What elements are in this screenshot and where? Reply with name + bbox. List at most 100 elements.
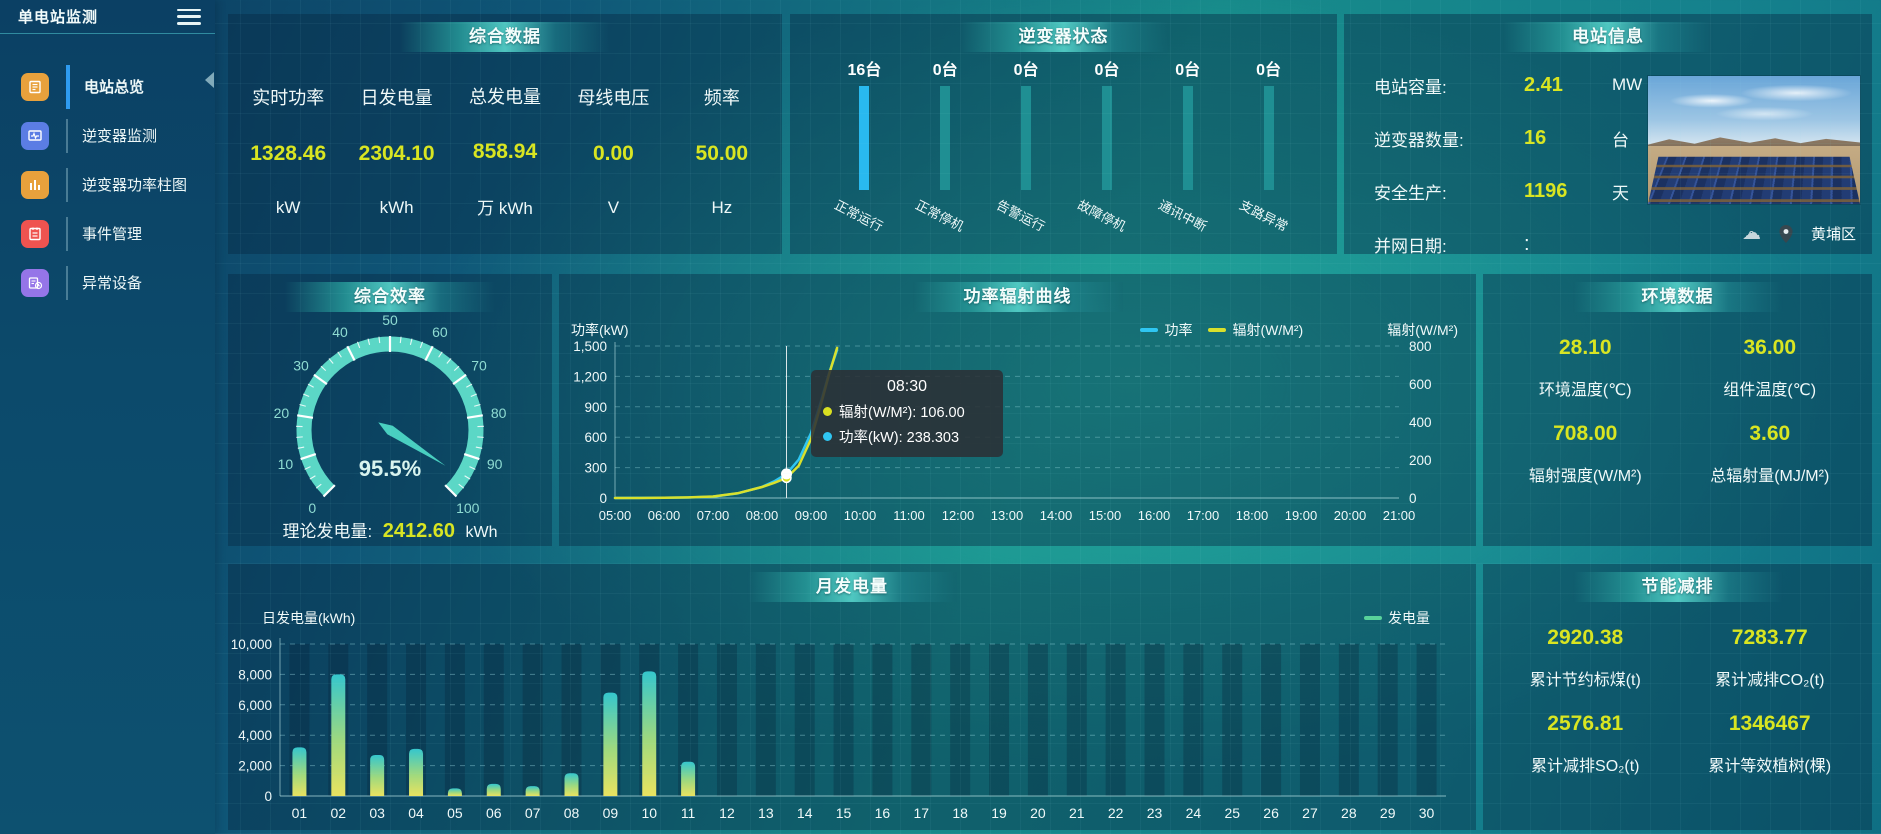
metric-value: 858.94 <box>472 139 538 163</box>
legend-item-辐射(W/M²)[interactable]: 辐射(W/M²) <box>1208 320 1303 340</box>
station-info-row: 逆变器数量: 16 台 <box>1374 125 1694 151</box>
menu-toggle-icon[interactable] <box>177 8 201 26</box>
sidebar: 单电站监测 电站总览 逆变器监测 逆变器功率柱图 事件管理 异常设备 <box>0 0 215 834</box>
cell-value: 2576.81 <box>1547 712 1624 735</box>
inverter-count: 0台 <box>932 62 958 79</box>
curve-header: 功率(kW) 功率 辐射(W/M²) 辐射(W/M²) <box>559 312 1476 338</box>
inverter-count: 0台 <box>1013 62 1039 79</box>
efficiency-gauge: 0 10 20 30 40 50 60 70 80 90 100 95.5% <box>274 312 507 516</box>
overview-doc-icon <box>21 72 49 101</box>
station-row-unit: MW <box>1612 75 1643 94</box>
svg-text:95.5%: 95.5% <box>359 456 421 481</box>
cell-value: 2920.38 <box>1547 626 1624 649</box>
summary-metrics: 实时功率 1328.46 kW 日发电量 2304.10 kWh 总发电量 858.94 万 k… <box>228 52 782 250</box>
location-name: 黄埔区 <box>1810 226 1856 243</box>
power-radiation-chart[interactable]: 0 300 600 900 1,200 1,500 0 200 400 600 800 05:00 06… <box>559 338 1456 538</box>
power-bars-icon <box>21 170 49 199</box>
panel-inverter-title: 逆变器状态 <box>958 22 1169 52</box>
svg-text:05:00: 05:00 <box>599 508 632 523</box>
svg-text:17: 17 <box>914 805 930 821</box>
theory-unit: kWh <box>465 524 498 541</box>
svg-text:09: 09 <box>603 805 619 821</box>
station-info-row: 电站容量: 2.41 MW <box>1374 72 1694 98</box>
tooltip-row: 辐射(W/M²): 106.00 <box>823 401 991 422</box>
panel-efficiency-title: 综合效率 <box>285 282 495 312</box>
station-row-unit: 台 <box>1612 130 1629 150</box>
legend-label: 辐射(W/M²) <box>1232 322 1304 338</box>
svg-text:60: 60 <box>432 324 448 340</box>
panel-summary-title: 综合数据 <box>400 22 610 52</box>
svg-text:90: 90 <box>487 456 503 472</box>
inverter-bar <box>1101 86 1112 190</box>
metric-总发电量: 总发电量 858.94 万 kWh <box>451 52 559 250</box>
cell-label: 累计节约标煤(t) <box>1529 672 1641 689</box>
collapse-sidebar-arrow[interactable] <box>205 72 214 88</box>
inverter-status-告警运行: 0台 告警运行 <box>986 56 1067 248</box>
svg-text:20:00: 20:00 <box>1334 508 1367 523</box>
tooltip-series-dot <box>823 407 832 416</box>
inverter-bar <box>940 86 951 190</box>
svg-text:10,000: 10,000 <box>231 637 272 652</box>
sidebar-item-事件管理[interactable]: 事件管理 <box>0 209 215 258</box>
station-row-value: : <box>1524 232 1530 255</box>
inverter-bar <box>1263 86 1274 190</box>
legend-item-功率[interactable]: 功率 <box>1140 320 1192 340</box>
svg-text:4,000: 4,000 <box>238 728 272 743</box>
generation-legend-dash <box>1364 616 1382 620</box>
sidebar-item-异常设备[interactable]: 异常设备 <box>0 258 215 307</box>
metric-value: 2304.10 <box>358 142 435 165</box>
metric-label: 日发电量 <box>360 88 433 108</box>
sidebar-item-逆变器功率柱图[interactable]: 逆变器功率柱图 <box>0 160 215 209</box>
data-cell-组件温度(℃): 36.00 组件温度(℃) <box>1678 336 1863 400</box>
station-row-label: 并网日期: <box>1374 236 1447 256</box>
active-indicator <box>66 265 68 300</box>
svg-text:300: 300 <box>584 461 607 476</box>
cell-value: 36.00 <box>1743 336 1797 359</box>
svg-text:13:00: 13:00 <box>991 508 1024 523</box>
legend-item-generation[interactable]: 发电量 <box>1364 608 1430 628</box>
panel-energy-saving: 节能减排 2920.38 累计节约标煤(t) 7283.77 累计减排CO₂(t) 25… <box>1483 564 1872 830</box>
svg-text:03: 03 <box>369 805 385 821</box>
sidebar-item-label: 异常设备 <box>82 275 143 292</box>
location-pin-icon[interactable] <box>1779 224 1793 243</box>
svg-text:16:00: 16:00 <box>1138 508 1171 523</box>
tooltip-text: 辐射(W/M²): 106.00 <box>839 405 965 421</box>
metric-unit: 万 kWh <box>477 199 533 219</box>
inverter-count: 16台 <box>847 62 882 79</box>
inverter-bar <box>1021 86 1032 190</box>
svg-text:0: 0 <box>264 789 272 804</box>
inverter-count: 0台 <box>1256 62 1281 79</box>
tooltip-series-dot <box>823 432 832 441</box>
legend-dash <box>1140 328 1159 332</box>
svg-text:50: 50 <box>382 312 398 328</box>
environment-cells: 28.10 环境温度(℃) 36.00 组件温度(℃) 708.00 辐射强度(W/M²)… <box>1483 312 1872 502</box>
panel-environment-title: 环境数据 <box>1572 282 1783 312</box>
weather-cloud-icon[interactable]: ☁ <box>1742 224 1761 243</box>
svg-text:15:00: 15:00 <box>1089 508 1122 523</box>
station-row-value: 1196 <box>1524 179 1568 202</box>
inverter-status-支路异常: 0台 支路异常 <box>1228 56 1309 248</box>
photo-sky <box>1648 80 1860 132</box>
svg-text:0: 0 <box>599 491 607 506</box>
metric-unit: kW <box>275 198 301 217</box>
svg-text:10:00: 10:00 <box>844 508 877 523</box>
metric-label: 总发电量 <box>469 86 542 107</box>
station-row-label: 安全生产: <box>1374 183 1447 203</box>
metric-母线电压: 母线电压 0.00 V <box>559 52 667 250</box>
active-indicator <box>66 118 68 153</box>
inverter-monitor-icon <box>21 121 49 150</box>
inverter-status-label: 正常停机 <box>913 197 967 235</box>
cell-value: 28.10 <box>1558 336 1612 359</box>
svg-text:25: 25 <box>1224 805 1240 821</box>
svg-text:400: 400 <box>1409 415 1432 430</box>
chart-tooltip: 08:30 辐射(W/M²): 106.00 功率(kW): 238.303 <box>811 370 1003 457</box>
active-indicator <box>66 167 68 202</box>
left-axis-title: 功率(kW) <box>571 322 629 338</box>
panel-monthly-title: 月发电量 <box>747 572 957 602</box>
cell-label: 组件温度(℃) <box>1723 382 1817 399</box>
sidebar-item-电站总览[interactable]: 电站总览 <box>0 62 215 111</box>
monthly-bar-chart[interactable]: 0 2,000 4,000 6,000 8,000 10,000 01 02 03 04 05 06 0… <box>228 626 1468 832</box>
sidebar-item-逆变器监测[interactable]: 逆变器监测 <box>0 111 215 160</box>
station-location: ☁ 黄埔区 <box>1742 223 1856 244</box>
svg-text:21:00: 21:00 <box>1383 508 1416 523</box>
